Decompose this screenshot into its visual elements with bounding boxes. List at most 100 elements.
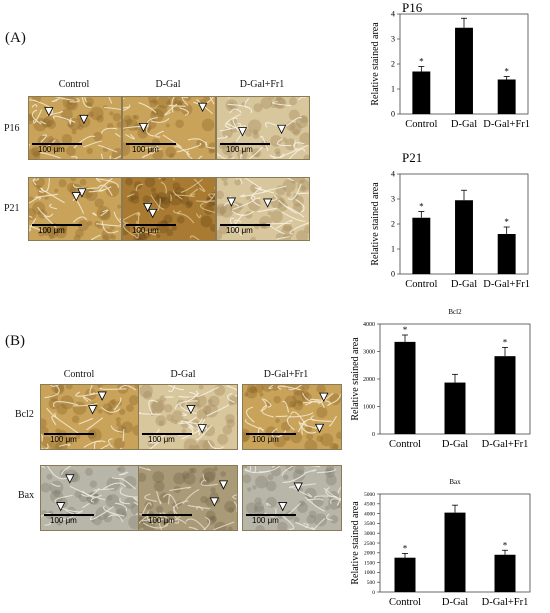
arrowhead-marker <box>97 391 107 401</box>
row-label-p16: P16 <box>4 123 20 134</box>
y-tick-label: 4 <box>391 170 395 179</box>
significance-asterisk: * <box>503 540 508 550</box>
panel-label-b: (B) <box>5 333 25 349</box>
y-tick-label: 2 <box>391 60 395 69</box>
scale-bar-label: 100 μm <box>252 435 279 444</box>
bar-chart-p16: P16 0 1 2 3 4 Relative stained area * Control D-G… <box>356 0 546 150</box>
arrowhead-marker <box>197 102 208 113</box>
scale-bar-label: 100 μm <box>226 226 253 235</box>
arrowhead-marker <box>276 124 287 135</box>
category-label: D-Gal <box>451 279 477 290</box>
row-label-p21: P21 <box>4 203 20 214</box>
bar <box>497 79 516 114</box>
y-axis-label: Relative stained area <box>370 182 381 266</box>
micrograph-image: 100 μm <box>216 177 310 241</box>
arrowhead-marker <box>87 405 98 415</box>
chart-title: Bax <box>449 478 461 486</box>
y-tick-label: 1 <box>391 245 395 254</box>
significance-asterisk: * <box>504 67 509 77</box>
arrowhead-marker <box>148 209 158 219</box>
micrograph-image: 100 μm <box>40 465 140 531</box>
arrowhead-marker <box>293 482 303 492</box>
arrowhead-marker <box>71 192 81 202</box>
category-label: Control <box>389 439 421 450</box>
bar <box>494 356 516 434</box>
y-tick-label: 4500 <box>364 502 375 508</box>
column-label-dgal: D-Gal <box>170 369 196 380</box>
arrowhead-marker <box>65 474 75 484</box>
scale-bar: 100 μm <box>44 514 94 525</box>
column-label-control: Control <box>58 79 90 90</box>
category-label: D-Gal <box>442 439 468 450</box>
y-tick-label: 2000 <box>363 377 375 383</box>
y-tick-label: 1 <box>391 85 395 94</box>
scale-bar: 100 μm <box>44 433 94 444</box>
micrograph-image: 100 μm <box>122 177 216 241</box>
arrowhead-marker <box>56 502 66 512</box>
arrowhead-marker <box>226 197 237 207</box>
y-tick-label: 2500 <box>364 541 375 547</box>
scale-bar-label: 100 μm <box>148 516 175 525</box>
y-axis-label: Relative stained area <box>370 22 381 106</box>
category-label: Control <box>405 119 437 130</box>
bar-chart-bcl2: Bcl2 0 1000 2000 3000 4000 Relative stained ar… <box>340 300 540 463</box>
y-axis-label: Relative stained area <box>350 337 361 421</box>
bar <box>394 341 416 434</box>
category-label: D-Gal <box>442 597 468 608</box>
significance-asterisk: * <box>419 202 424 212</box>
chart-title: Bcl2 <box>448 308 462 316</box>
arrowhead-marker <box>262 198 273 208</box>
scale-bar-label: 100 μm <box>226 145 253 154</box>
y-tick-label: 500 <box>367 580 376 586</box>
y-tick-label: 1500 <box>364 560 375 566</box>
scale-bar-label: 100 μm <box>132 145 159 154</box>
bar <box>444 382 466 434</box>
bar <box>412 217 431 274</box>
significance-asterisk: * <box>419 57 424 67</box>
y-tick-label: 0 <box>391 270 395 279</box>
row-label-bcl2: Bcl2 <box>15 409 34 420</box>
micrograph-image: 100 μm <box>242 465 342 531</box>
category-label: D-Gal+Fr1 <box>483 119 530 130</box>
arrowhead-marker <box>197 424 207 434</box>
y-tick-label: 2000 <box>364 551 375 557</box>
chart-title: P16 <box>402 0 423 15</box>
column-label-control: Control <box>63 369 95 380</box>
y-tick-label: 0 <box>372 432 375 438</box>
micrograph-image: 100 μm <box>242 384 342 450</box>
category-label: D-Gal+Fr1 <box>482 597 529 608</box>
arrowhead-marker <box>314 423 325 434</box>
arrowhead-marker <box>278 502 288 512</box>
significance-asterisk: * <box>504 217 509 227</box>
scale-bar: 100 μm <box>246 433 296 444</box>
significance-asterisk: * <box>403 325 408 335</box>
scale-bar-label: 100 μm <box>38 145 65 154</box>
bar <box>394 557 416 592</box>
y-axis-label: Relative stained area <box>350 501 361 585</box>
category-label: D-Gal <box>451 119 477 130</box>
scale-bar-label: 100 μm <box>252 516 279 525</box>
scale-bar: 100 μm <box>32 143 82 154</box>
bar-chart-p21: P21 0 1 2 3 4 Relative stained area * Control D-G… <box>356 150 546 305</box>
bar <box>494 554 516 592</box>
arrowhead-marker <box>138 122 149 133</box>
column-label-dgal-fr1: D-Gal+Fr1 <box>239 79 285 90</box>
y-tick-label: 0 <box>391 110 395 119</box>
significance-asterisk: * <box>503 337 508 347</box>
significance-asterisk: * <box>403 543 408 553</box>
arrowhead-marker <box>237 127 248 137</box>
y-tick-label: 1000 <box>363 405 375 411</box>
micrograph-image: 100 μm <box>216 96 310 160</box>
scale-bar-label: 100 μm <box>50 435 77 444</box>
arrowhead-marker <box>79 114 89 125</box>
arrowhead-marker <box>218 480 229 490</box>
chart-title: P21 <box>402 150 422 165</box>
category-label: Control <box>405 279 437 290</box>
y-tick-label: 4000 <box>363 322 375 328</box>
y-tick-label: 4000 <box>364 511 375 517</box>
micrograph-image: 100 μm <box>28 96 122 160</box>
bar <box>497 234 516 274</box>
scale-bar-label: 100 μm <box>148 435 175 444</box>
y-tick-label: 3 <box>391 195 395 204</box>
scale-bar: 100 μm <box>126 143 176 154</box>
